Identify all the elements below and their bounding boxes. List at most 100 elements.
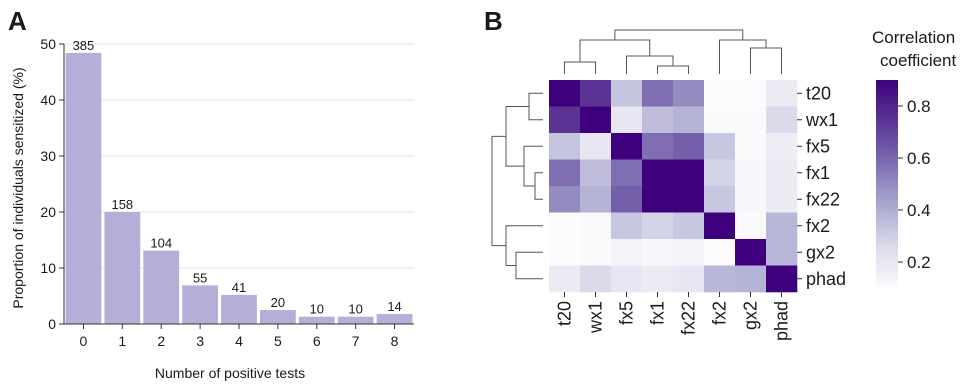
heatmap-cell — [673, 186, 705, 213]
x-axis-title: Number of positive tests — [155, 365, 305, 381]
heatmap-cell — [549, 80, 581, 107]
heatmap-cell — [673, 239, 705, 266]
x-tick-label: 3 — [196, 333, 204, 349]
heatmap-cell — [611, 212, 643, 240]
heatmap-cells — [549, 80, 798, 293]
y-tick-label: 50 — [40, 36, 56, 52]
heatmap-cell — [580, 106, 612, 134]
heatmap-cell — [766, 212, 798, 240]
column-label: phad — [772, 301, 792, 341]
colorbar-title-line2: coefficient — [880, 51, 957, 70]
bar-value-label: 104 — [150, 236, 172, 251]
row-label: fx5 — [806, 136, 830, 156]
heatmap-cell — [704, 106, 736, 134]
bar-chart-panel: A 385 158 104 55 41 20 10 10 14 0 10 20 30 40 50 0 1 2 3 4… — [8, 6, 414, 381]
bar-value-label: 10 — [310, 302, 324, 317]
dendrogram-link — [534, 172, 543, 200]
heatmap-cell — [611, 159, 643, 187]
bar — [221, 294, 257, 324]
bar — [376, 313, 413, 324]
heatmap-cell — [735, 106, 767, 134]
column-label: gx2 — [741, 301, 761, 330]
heatmap-cell — [673, 80, 705, 107]
heatmap-cell — [611, 239, 643, 266]
colorbar-title-line1: Correlation — [872, 28, 955, 47]
heatmap-cell — [735, 80, 767, 107]
bar-value-label: 10 — [348, 302, 362, 317]
heatmap-cell — [580, 212, 612, 240]
heatmap-cell — [611, 80, 643, 107]
column-label: wx1 — [586, 301, 606, 334]
bar — [143, 250, 180, 324]
heatmap-cell — [673, 265, 705, 293]
heatmap-cell — [642, 212, 674, 240]
dendrogram-link — [750, 47, 782, 74]
row-label: phad — [806, 269, 846, 289]
heatmap-cell — [735, 186, 767, 213]
bar-value-label: 41 — [232, 280, 246, 295]
x-tick-label: 8 — [391, 333, 399, 349]
heatmap-cell — [580, 239, 612, 266]
y-axis-title: Proportion of individuals sensitized (%) — [10, 67, 26, 308]
heatmap-cell — [580, 80, 612, 107]
x-tick-label: 1 — [118, 333, 126, 349]
row-dendrogram — [491, 92, 543, 280]
heatmap-cell — [642, 133, 674, 160]
heatmap-cell — [549, 239, 581, 266]
colorbar-tick-label: 0.8 — [907, 97, 931, 116]
heatmap-cell — [704, 80, 736, 107]
x-tick-label: 4 — [235, 333, 243, 349]
bars — [65, 52, 413, 325]
bar-value-label: 20 — [271, 295, 285, 310]
bar — [104, 212, 141, 324]
dendrogram-link — [491, 135, 506, 247]
heatmap-cell — [704, 186, 736, 213]
column-label: fx22 — [679, 301, 699, 335]
heatmap-cell — [642, 265, 674, 293]
dendrogram-link — [528, 92, 543, 121]
x-tick-label: 6 — [313, 333, 321, 349]
dendrogram-link — [505, 106, 529, 167]
dendrogram-link — [505, 225, 543, 266]
column-labels: t20 wx1 fx5 fx1 fx22 fx2 gx2 phad — [555, 292, 792, 341]
dendrogram-link — [614, 29, 744, 40]
heatmap-cell — [642, 239, 674, 266]
bar-labels: 385 158 104 55 41 20 10 10 14 — [73, 38, 402, 317]
dendrogram-link — [626, 55, 674, 74]
bar — [337, 316, 374, 324]
bar — [65, 52, 102, 325]
colorbar-tick-label: 0.2 — [907, 253, 931, 272]
heatmap-cell — [580, 265, 612, 293]
heatmap-cell — [611, 106, 643, 134]
dendrogram-link — [719, 39, 767, 74]
heatmap-cell — [766, 239, 798, 266]
heatmap-cell — [642, 186, 674, 213]
bar — [298, 316, 335, 324]
bar-value-label: 385 — [73, 38, 95, 53]
row-label: gx2 — [806, 242, 835, 262]
heatmap-cell — [642, 80, 674, 107]
heatmap-cell — [673, 133, 705, 160]
heatmap-cell — [735, 133, 767, 160]
colorbar — [876, 80, 898, 288]
heatmap-cell — [704, 212, 736, 240]
heatmap-cell — [766, 80, 798, 107]
bar-value-label: 14 — [387, 299, 401, 314]
column-label: fx2 — [710, 301, 730, 325]
row-label: fx1 — [806, 163, 830, 183]
heatmap-cell — [766, 106, 798, 134]
heatmap-cell — [580, 159, 612, 187]
bar-value-label: 55 — [193, 270, 207, 285]
heatmap-cell — [673, 159, 705, 187]
heatmap-cell — [611, 265, 643, 293]
heatmap-cell — [549, 212, 581, 240]
heatmap-cell — [766, 159, 798, 187]
heatmap-cell — [766, 133, 798, 160]
colorbar-tick-label: 0.6 — [907, 149, 931, 168]
heatmap-cell — [673, 106, 705, 134]
y-tick-label: 10 — [40, 260, 56, 276]
heatmap-cell — [642, 159, 674, 187]
row-label: fx22 — [806, 189, 840, 209]
row-label: wx1 — [805, 110, 838, 130]
